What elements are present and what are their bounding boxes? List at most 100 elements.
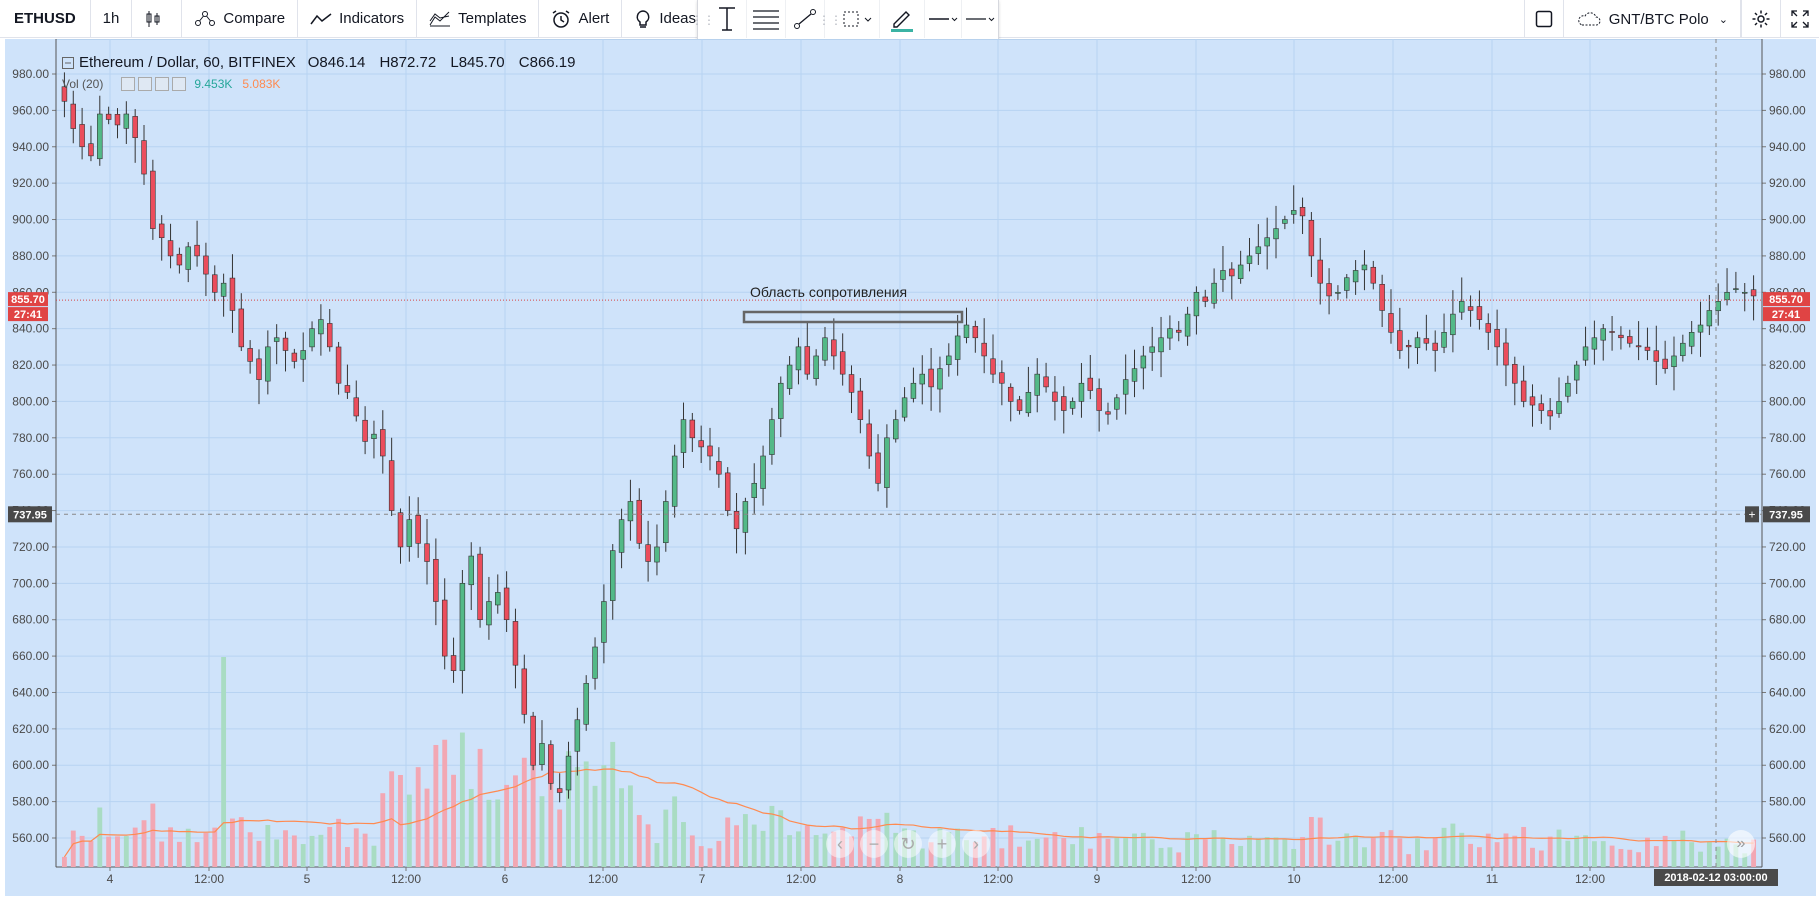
resistance-zone-rectangle[interactable] bbox=[742, 310, 964, 324]
drag-handle-icon[interactable]: ⋮⋮ bbox=[691, 13, 715, 27]
volume-bar bbox=[566, 751, 571, 867]
volume-bar bbox=[344, 847, 350, 867]
alert-button[interactable]: Alert bbox=[539, 0, 623, 38]
volume-bar bbox=[353, 828, 359, 867]
plus-icon: + bbox=[1748, 507, 1755, 521]
drag-handle-icon[interactable]: ⋮⋮ bbox=[818, 13, 842, 27]
trendline-tool-button[interactable] bbox=[786, 0, 825, 38]
eye-icon[interactable] bbox=[121, 77, 136, 91]
pencil-tool-button[interactable] bbox=[880, 0, 925, 38]
layout-name: GNT/BTC Polo bbox=[1608, 10, 1709, 28]
volume-bar bbox=[1255, 838, 1261, 867]
volume-bar bbox=[1353, 835, 1359, 867]
candle-body bbox=[831, 339, 837, 357]
zoom-in-icon[interactable]: + bbox=[928, 830, 956, 858]
chart-style-button[interactable] bbox=[132, 0, 183, 38]
volume-bar bbox=[1017, 846, 1022, 867]
volume-label[interactable]: Vol (20) bbox=[62, 77, 104, 91]
candle-body bbox=[724, 472, 731, 511]
y-tick-label-left: 580.00 bbox=[12, 795, 49, 809]
y-tick-label-right: 640.00 bbox=[1769, 685, 1806, 699]
volume-bar bbox=[1724, 838, 1730, 867]
candle-body bbox=[1742, 291, 1748, 294]
layout-button[interactable]: GNT/BTC Polo ⌄ bbox=[1562, 0, 1741, 38]
candle-body bbox=[1733, 288, 1739, 290]
templates-button[interactable]: Templates bbox=[417, 0, 540, 38]
templates-label: Templates bbox=[458, 10, 527, 27]
rectangle-select-icon bbox=[843, 11, 872, 27]
fullscreen-toggle[interactable] bbox=[1523, 0, 1563, 38]
candle-body bbox=[1255, 246, 1262, 254]
candle-body bbox=[733, 511, 740, 530]
candle-body bbox=[839, 351, 846, 375]
scroll-left-icon[interactable]: ‹ bbox=[826, 830, 854, 858]
candle-body bbox=[344, 385, 351, 393]
volume-bar bbox=[1698, 851, 1703, 867]
candle-body bbox=[1105, 411, 1111, 415]
add-alert-icon[interactable] bbox=[1745, 506, 1759, 523]
volume-bar bbox=[300, 844, 306, 867]
fib-tool-button[interactable] bbox=[747, 0, 786, 38]
reset-icon[interactable]: ↻ bbox=[894, 830, 922, 858]
candle-body bbox=[954, 335, 961, 360]
candle-body bbox=[282, 337, 289, 351]
indicators-button[interactable]: Indicators bbox=[298, 0, 418, 38]
crosshair-price-badge-right bbox=[1763, 506, 1810, 523]
candle-body bbox=[459, 583, 466, 671]
volume-bar bbox=[141, 820, 147, 867]
volume-bar bbox=[1680, 830, 1686, 867]
text-tool-button[interactable] bbox=[708, 0, 747, 38]
candle-body bbox=[716, 461, 722, 475]
candle-body bbox=[990, 358, 996, 375]
y-tick-label-right: 800.00 bbox=[1769, 394, 1806, 408]
candle-body bbox=[291, 352, 298, 362]
compare-button[interactable]: Compare bbox=[182, 0, 299, 38]
candle-body bbox=[1114, 397, 1120, 410]
volume-bar bbox=[990, 827, 996, 867]
volume-bar bbox=[504, 784, 510, 867]
series-title[interactable]: Ethereum / Dollar, 60, BITFINEX bbox=[79, 54, 296, 71]
candle-body bbox=[1317, 259, 1323, 284]
volume-bar bbox=[1530, 847, 1535, 867]
line-width-button[interactable] bbox=[962, 0, 998, 38]
volume-bar bbox=[371, 845, 377, 867]
candle-body bbox=[795, 346, 802, 371]
candle-body bbox=[362, 419, 368, 442]
y-tick-label-left: 720.00 bbox=[12, 540, 49, 554]
scroll-to-latest-icon[interactable]: » bbox=[1727, 830, 1755, 858]
y-tick-label-left: 760.00 bbox=[12, 467, 49, 481]
close-icon[interactable] bbox=[172, 77, 187, 91]
countdown-label: 27:41 bbox=[1772, 309, 1800, 321]
scroll-right-icon[interactable]: › bbox=[962, 830, 990, 858]
fullscreen-button[interactable] bbox=[1780, 0, 1819, 38]
volume-bar bbox=[521, 757, 527, 867]
x-tick-label: 12:00 bbox=[786, 872, 816, 886]
volume-bar bbox=[1282, 838, 1288, 867]
settings-button[interactable] bbox=[1741, 0, 1780, 38]
volume-bar bbox=[1503, 833, 1509, 867]
line-style-button[interactable] bbox=[925, 0, 962, 38]
plus-icon[interactable] bbox=[155, 77, 170, 91]
candle-body bbox=[203, 255, 209, 275]
candle-body bbox=[698, 440, 704, 448]
interval-button[interactable]: 1h bbox=[91, 0, 133, 38]
candle-body bbox=[822, 337, 828, 361]
gear-icon[interactable] bbox=[138, 77, 153, 91]
x-tick-label: 10 bbox=[1287, 872, 1301, 886]
shape-tool-button[interactable] bbox=[835, 0, 880, 38]
volume-bar bbox=[1061, 838, 1067, 867]
candle-body bbox=[1069, 401, 1076, 409]
resistance-zone-label[interactable]: Область сопротивления bbox=[750, 284, 907, 300]
collapse-icon[interactable] bbox=[62, 56, 74, 69]
volume-legend: Vol (20) 9.453K 5.083K bbox=[62, 77, 280, 91]
close-value: C866.19 bbox=[518, 54, 576, 71]
volume-bar bbox=[1742, 853, 1748, 867]
chart-area[interactable]: 980.00 980.00 960.00 960.00 940.00 940.00 920.… bbox=[0, 38, 1819, 896]
price-chart[interactable]: 980.00 980.00 960.00 960.00 940.00 940.00 920.… bbox=[0, 38, 1819, 896]
candle-body bbox=[97, 113, 103, 160]
volume-bar bbox=[1052, 832, 1058, 867]
y-tick-label-right: 820.00 bbox=[1769, 358, 1806, 372]
symbol-search[interactable]: ETHUSD bbox=[0, 0, 91, 38]
y-tick-label-left: 600.00 bbox=[12, 758, 49, 772]
zoom-out-icon[interactable]: − bbox=[860, 830, 888, 858]
